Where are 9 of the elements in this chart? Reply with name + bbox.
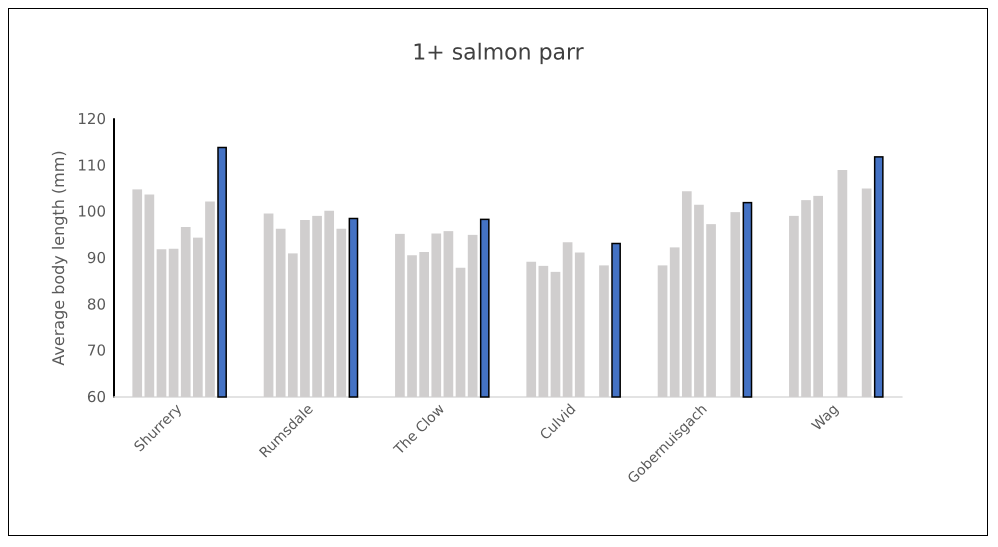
y-tick-label: 70 <box>86 342 106 360</box>
y-tick-label: 100 <box>77 202 106 221</box>
chart-title: 1+ salmon parr <box>412 40 585 66</box>
y-tick-label: 60 <box>86 388 106 406</box>
y-tick-label: 110 <box>77 156 106 174</box>
y-tick-label: 90 <box>86 249 106 267</box>
y-tick-label: 120 <box>77 110 106 128</box>
y-axis-title: Average body length (mm) <box>48 150 68 366</box>
y-tick-label: 80 <box>86 295 106 314</box>
